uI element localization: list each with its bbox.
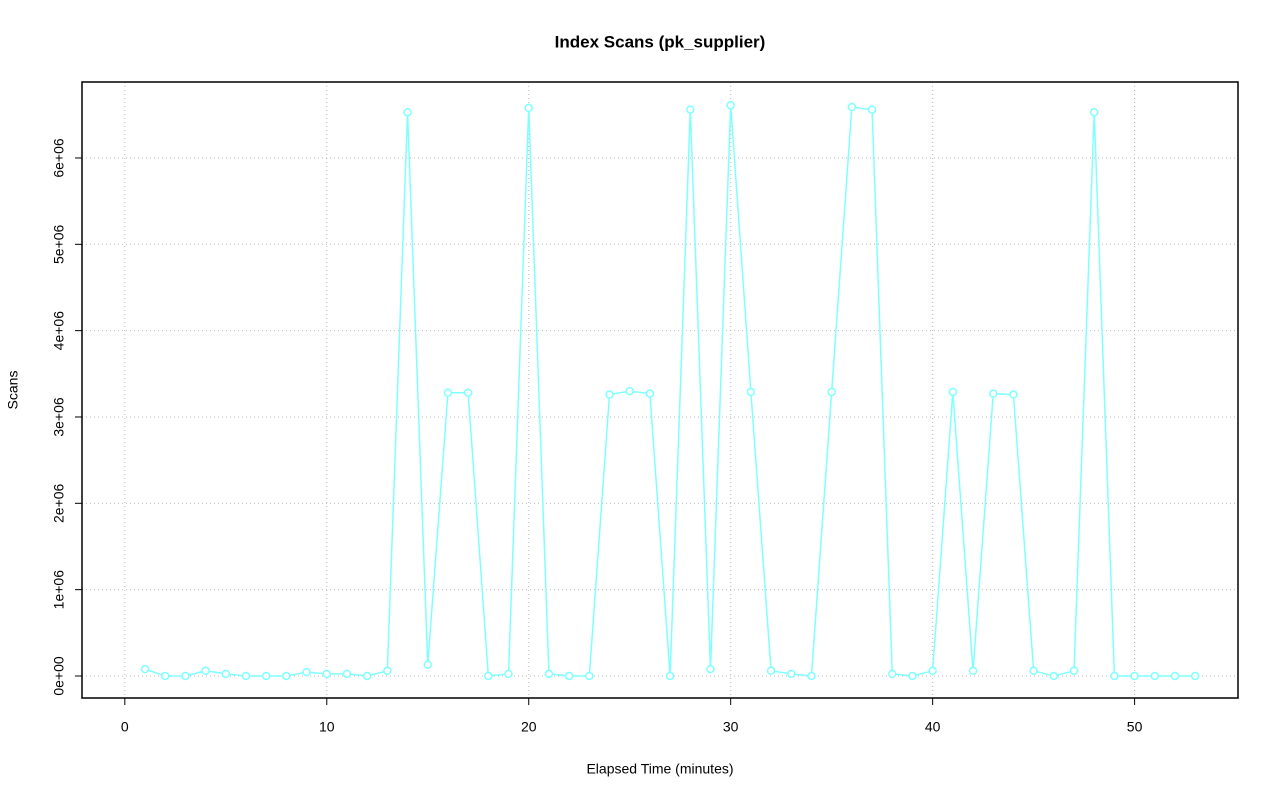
data-point [948,387,958,397]
y-tick-label: 4e+06 [51,311,67,351]
data-point [463,388,473,398]
data-point [867,105,877,114]
data-point [403,107,412,117]
data-point [706,664,715,674]
data-point [625,386,634,396]
data-point [807,671,816,681]
data-point [988,389,998,398]
data-point [484,671,493,681]
data-point [564,671,574,681]
y-tick-label: 3e+06 [51,397,67,437]
data-point [524,103,533,113]
data-point [766,666,776,676]
y-tick-label: 1e+06 [51,570,67,610]
data-point [544,669,554,679]
data-point [1110,671,1119,681]
data-point [746,387,756,397]
data-point [1150,671,1160,681]
data-point [847,102,857,112]
data-point [160,671,170,681]
data-point [1170,671,1180,681]
plot-frame [81,81,1239,699]
y-tick-label: 2e+06 [51,483,67,523]
y-axis-label: Scans [5,371,21,410]
data-point [686,105,695,114]
data-point [181,671,190,681]
data-point [241,671,251,681]
data-point [726,101,735,110]
data-point [282,671,291,681]
data-point [504,669,513,679]
x-tick-label: 20 [521,719,537,735]
data-point [362,671,372,681]
data-point [1089,107,1099,117]
x-tick-label: 10 [319,719,335,735]
data-point [1029,666,1038,676]
data-point [908,671,917,681]
data-point [423,660,432,670]
x-axis-label: Elapsed Time (minutes) [586,761,733,777]
data-point [261,671,271,681]
data-point [888,669,897,679]
data-point [1190,671,1200,681]
data-point [1069,666,1079,676]
data-point [585,671,594,681]
data-point [968,666,978,676]
data-point [322,669,332,679]
data-point [1049,671,1059,681]
data-point [443,388,453,398]
data-point [302,667,311,677]
data-point [827,387,836,397]
x-tick-label: 30 [723,719,739,735]
data-point [383,666,392,676]
data-point [342,669,352,679]
data-point [140,664,150,674]
y-tick-label: 0e+00 [51,656,67,696]
data-point [1009,390,1018,399]
data-point [665,671,675,681]
data-point [787,669,796,679]
x-tick-label: 0 [121,719,129,735]
x-tick-label: 40 [925,719,941,735]
x-tick-label: 50 [1127,719,1143,735]
y-tick-label: 6e+06 [51,138,67,178]
chart-title: Index Scans (pk_supplier) [555,32,766,51]
data-point [201,666,210,676]
data-point [605,390,614,399]
data-point [645,389,655,398]
data-point [928,666,937,676]
data-point [1130,671,1139,681]
data-point [221,669,231,679]
y-tick-label: 5e+06 [51,224,67,264]
